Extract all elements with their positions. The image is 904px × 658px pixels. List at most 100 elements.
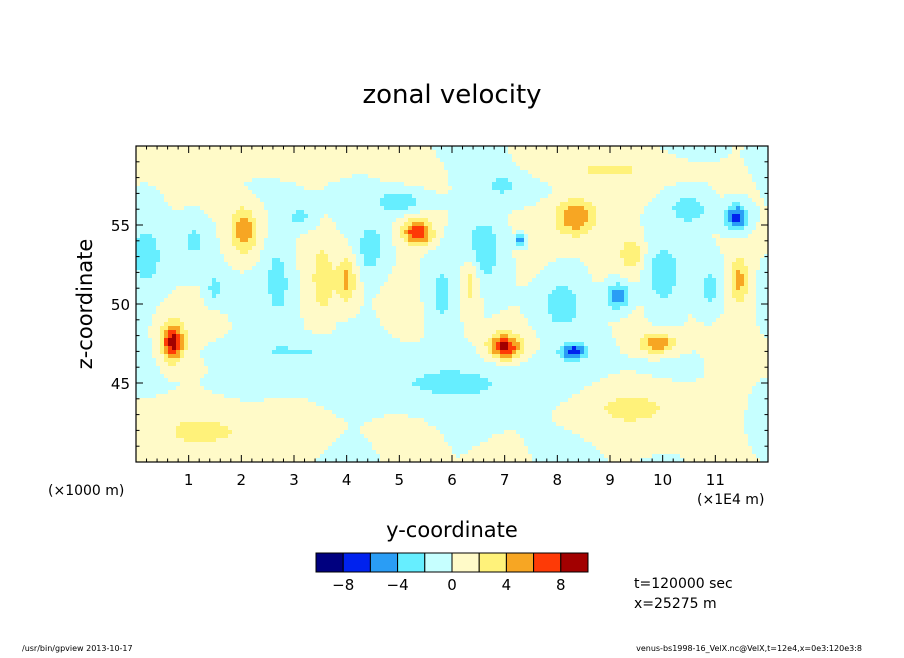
field-cell <box>136 206 172 211</box>
field-cell <box>284 270 300 275</box>
field-cell <box>480 262 496 267</box>
field-cell <box>744 294 756 299</box>
field-cell <box>344 298 348 303</box>
field-cell <box>136 314 152 319</box>
field-cell <box>752 390 768 395</box>
field-cell <box>136 202 168 207</box>
field-cell <box>356 254 364 259</box>
field-cell <box>680 198 696 203</box>
field-cell <box>168 354 180 359</box>
field-cell <box>628 314 644 319</box>
field-cell <box>576 302 608 307</box>
field-cell <box>500 310 520 315</box>
field-cell <box>448 278 460 283</box>
field-cell <box>156 266 232 271</box>
field-cell <box>732 150 740 155</box>
field-cell <box>752 230 768 235</box>
field-cell <box>596 222 640 227</box>
field-cell <box>572 430 744 435</box>
field-cell <box>244 270 268 275</box>
field-cell <box>608 294 612 299</box>
field-cell <box>336 322 380 327</box>
field-cell <box>232 222 236 227</box>
field-cell <box>404 222 412 227</box>
field-cell <box>516 274 536 279</box>
field-cell <box>168 350 176 355</box>
field-cell <box>360 310 376 315</box>
field-cell <box>524 314 552 319</box>
field-cell <box>564 222 584 227</box>
field-cell <box>148 182 244 187</box>
field-cell <box>136 282 212 287</box>
field-cell <box>608 274 620 279</box>
field-cell <box>160 330 164 335</box>
field-cell <box>652 266 676 271</box>
field-cell <box>364 298 372 303</box>
field-cell <box>300 286 316 291</box>
field-cell <box>644 234 712 239</box>
field-cell <box>328 298 344 303</box>
field-cell <box>340 294 352 299</box>
field-cell <box>512 158 688 163</box>
field-cell <box>608 298 612 303</box>
field-cell <box>136 222 216 227</box>
field-cell <box>272 350 312 355</box>
field-cell <box>156 270 240 275</box>
field-cell <box>496 178 508 183</box>
field-cell <box>732 274 736 279</box>
field-cell <box>160 326 168 331</box>
field-cell <box>328 258 344 263</box>
colorbar-label: 0 <box>447 576 457 594</box>
field-cell <box>668 150 732 155</box>
field-cell <box>644 210 676 215</box>
field-cell <box>196 230 216 235</box>
field-cell <box>744 158 768 163</box>
field-cell <box>380 202 416 207</box>
field-cell <box>736 286 740 291</box>
field-cell <box>428 230 436 235</box>
field-cell <box>176 334 180 339</box>
field-cell <box>164 298 204 303</box>
field-cell <box>560 346 564 351</box>
field-cell <box>188 346 204 351</box>
field-cell <box>480 286 556 291</box>
field-cell <box>268 270 284 275</box>
field-cell <box>472 290 480 295</box>
field-cell <box>652 414 744 419</box>
field-cell <box>420 266 460 271</box>
field-cell <box>156 186 248 191</box>
field-cell <box>180 354 184 359</box>
field-cell <box>652 282 676 287</box>
field-cell <box>708 182 756 187</box>
field-cell <box>528 322 608 327</box>
field-cell <box>180 350 184 355</box>
field-cell <box>216 438 336 443</box>
field-cell <box>760 378 768 383</box>
field-cell <box>760 194 768 199</box>
field-cell <box>372 298 420 303</box>
field-cell <box>152 234 188 239</box>
field-cell <box>260 198 380 203</box>
field-cell <box>476 254 496 259</box>
field-cell <box>300 310 360 315</box>
field-cell <box>320 302 328 307</box>
field-cell <box>236 246 252 251</box>
field-cell <box>508 306 520 311</box>
field-cell <box>424 302 436 307</box>
field-cell <box>384 194 412 199</box>
field-cell <box>488 386 584 391</box>
field-cell <box>280 258 296 263</box>
field-cell <box>464 262 472 267</box>
field-cell <box>400 230 404 235</box>
field-cell <box>724 282 732 287</box>
field-cell <box>540 342 564 347</box>
field-cell <box>524 442 592 447</box>
field-cell <box>168 342 176 347</box>
field-cell <box>548 294 576 299</box>
field-cell <box>708 298 712 303</box>
field-cell <box>712 322 756 327</box>
field-cell <box>320 250 324 255</box>
field-cell <box>724 266 732 271</box>
field-cell <box>676 338 768 343</box>
field-cell <box>164 350 168 355</box>
